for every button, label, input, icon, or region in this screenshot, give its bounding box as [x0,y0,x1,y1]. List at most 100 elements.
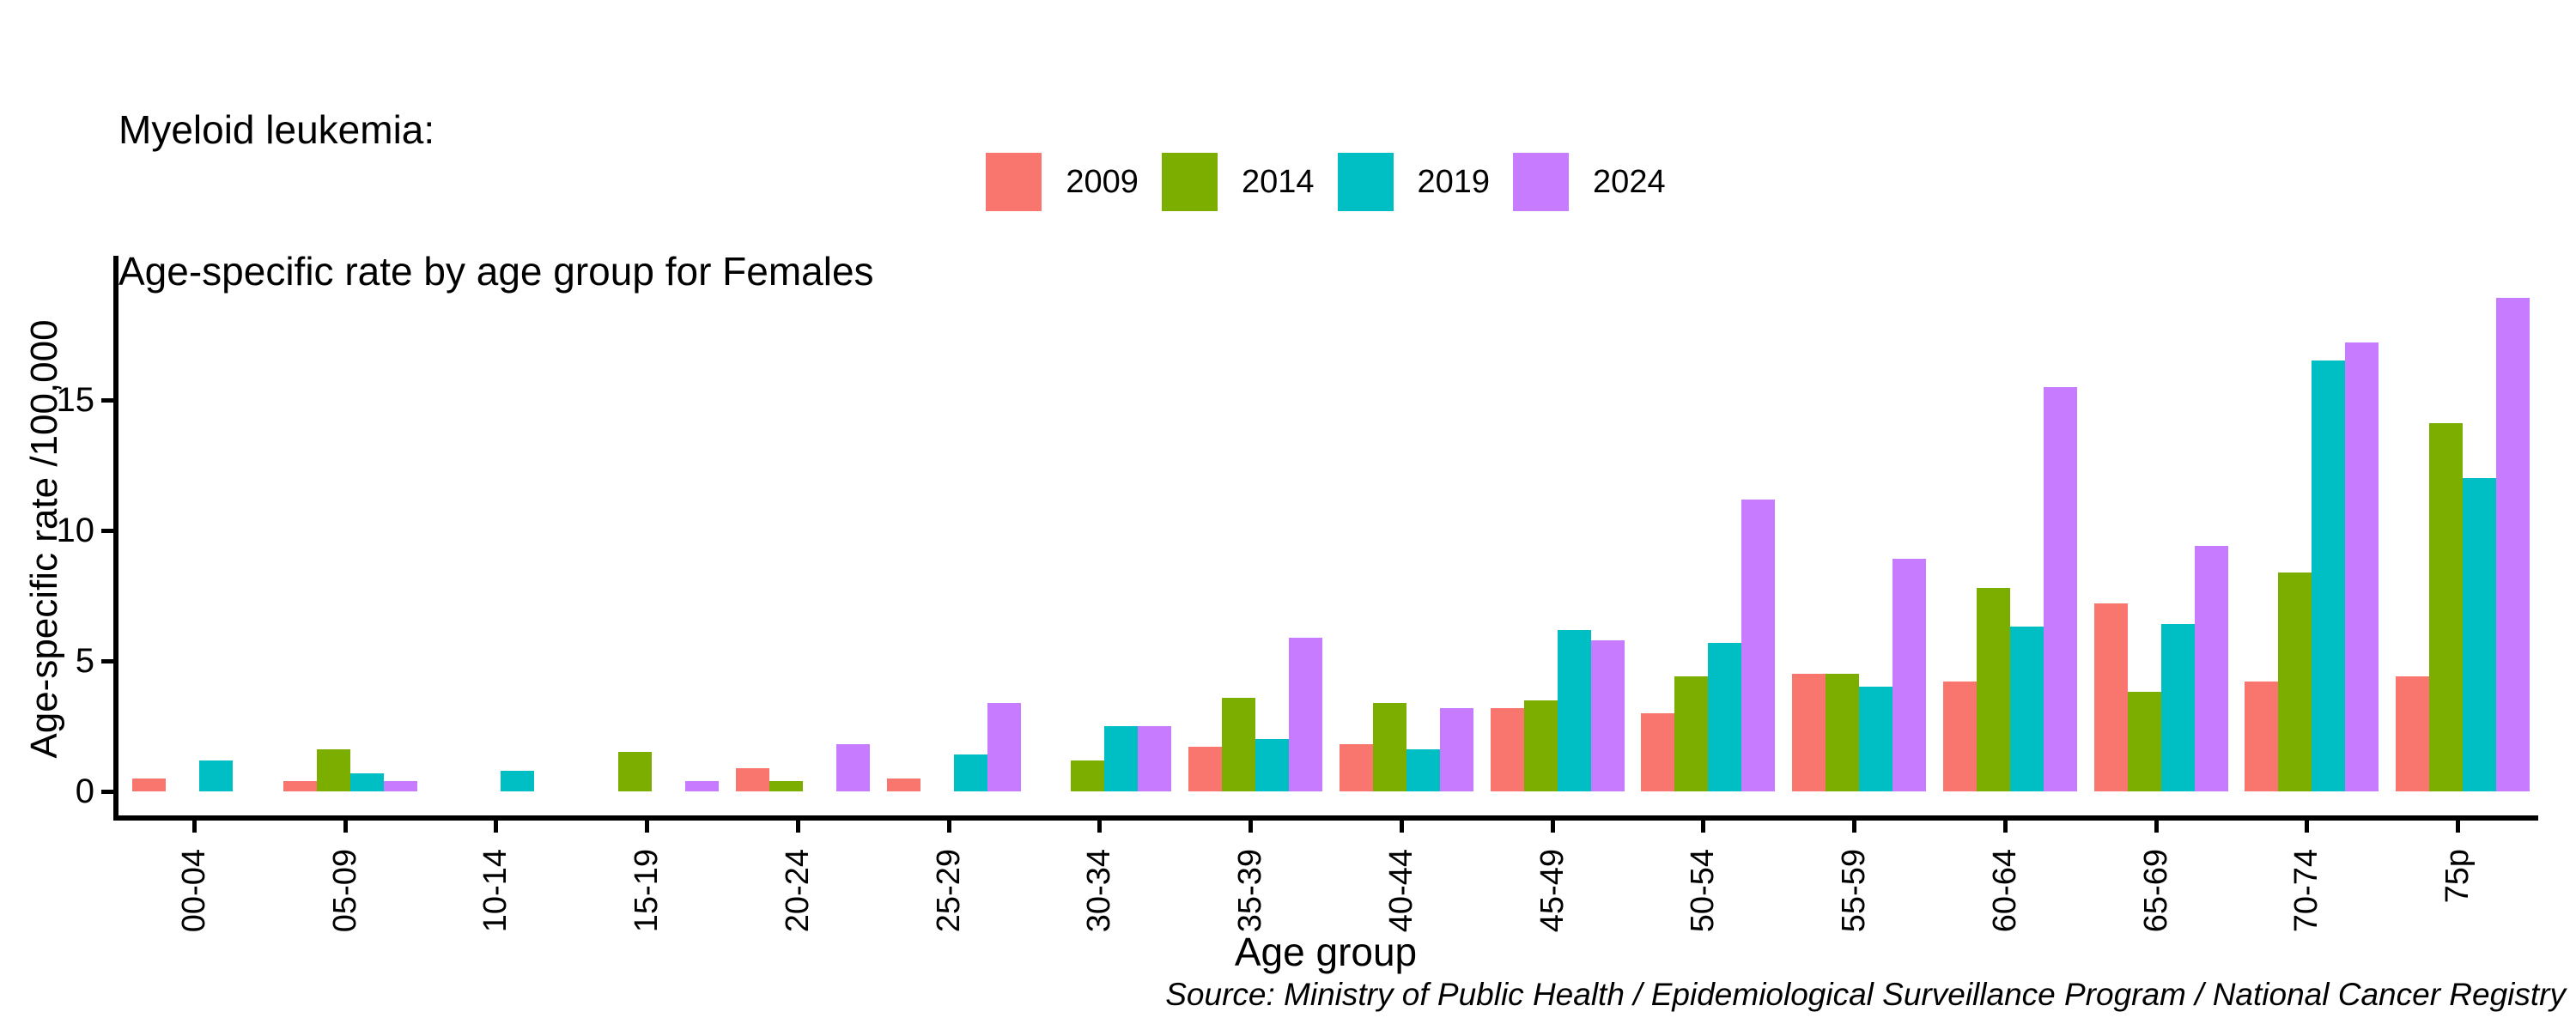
bar-40-44-2009 [1339,744,1373,791]
y-tick-label-0: 0 [75,772,94,810]
x-tick-mark-60-64 [2002,821,2008,833]
bar-50-54-2014 [1674,676,1709,791]
bar-55-59-2009 [1792,674,1826,791]
chart-title-line1: Myeloid leukemia: [118,107,435,152]
bar-15-19-2024 [685,780,720,791]
legend-swatch-2009 [986,153,1042,211]
plot-area [113,256,2538,821]
legend-item-2019: 2019 [1337,153,1491,211]
bar-55-59-2019 [1859,687,1893,791]
bar-20-24-2014 [769,780,803,791]
y-tick-label-5: 5 [75,642,94,680]
bar-05-09-2019 [349,772,384,791]
y-tick-mark-15 [101,398,113,403]
bar-20-24-2009 [735,767,769,791]
bar-60-64-2024 [2043,386,2077,791]
legend-label-2019: 2019 [1417,163,1491,200]
legend-swatch-2014 [1161,153,1218,211]
x-tick-label-50-54: 50-54 [1685,849,1722,933]
x-tick-label-60-64: 60-64 [1986,849,2023,933]
x-tick-mark-10-14 [494,821,499,833]
bar-25-29-2009 [886,778,920,791]
bar-group-00-04 [124,256,275,815]
bar-45-49-2014 [1523,700,1558,791]
bar-75p-2009 [2396,676,2430,791]
bar-30-34-2014 [1071,760,1105,791]
x-tick-mark-70-74 [2305,821,2310,833]
y-tick-mark-0 [101,790,113,794]
y-tick-label-10: 10 [56,512,95,549]
x-tick-mark-40-44 [1399,821,1404,833]
x-axis-title: Age group [1234,930,1418,974]
bar-group-10-14 [426,256,577,815]
bar-75p-2024 [2496,298,2530,791]
bar-30-34-2019 [1104,726,1139,791]
legend-item-2009: 2009 [986,153,1139,211]
x-tick-label-00-04: 00-04 [175,849,212,933]
bar-60-64-2009 [1942,682,1977,791]
bar-45-49-2024 [1590,639,1625,791]
bar-75p-2014 [2429,423,2464,791]
legend-item-2014: 2014 [1161,153,1315,211]
bar-65-69-2019 [2160,624,2195,791]
legend-label-2014: 2014 [1241,163,1315,200]
x-tick-label-20-24: 20-24 [779,849,816,933]
bar-group-75p [2387,256,2538,815]
bar-group-60-64 [1935,256,2086,815]
bar-group-30-34 [1030,256,1181,815]
bar-65-69-2024 [2194,546,2228,791]
bar-65-69-2009 [2093,603,2128,791]
legend-swatch-2024 [1513,153,1570,211]
bar-35-39-2024 [1289,637,1323,791]
x-tick-mark-25-29 [946,821,951,833]
x-tick-label-05-09: 05-09 [326,849,363,933]
x-tick-label-30-34: 30-34 [1081,849,1118,933]
x-tick-mark-15-19 [645,821,650,833]
bar-25-29-2019 [953,754,987,791]
x-tick-label-55-59: 55-59 [1836,849,1873,933]
bar-45-49-2009 [1490,707,1524,791]
legend-item-2024: 2024 [1513,153,1666,211]
bar-10-14-2019 [501,770,535,791]
bar-20-24-2024 [835,744,870,791]
bar-35-39-2014 [1222,697,1256,791]
x-tick-label-75p: 75p [2439,849,2476,904]
bar-group-15-19 [576,256,727,815]
y-tick-mark-10 [101,529,113,533]
x-tick-mark-75p [2456,821,2461,833]
bar-65-69-2014 [2127,692,2161,791]
bar-group-45-49 [1482,256,1633,815]
bar-group-50-54 [1633,256,1784,815]
x-tick-mark-05-09 [343,821,348,833]
y-tick-mark-5 [101,659,113,663]
bar-05-09-2014 [316,749,350,791]
x-tick-mark-20-24 [795,821,800,833]
x-tick-mark-00-04 [191,821,197,833]
x-tick-mark-45-49 [1550,821,1555,833]
bar-45-49-2019 [1557,629,1591,791]
bar-group-65-69 [2086,256,2237,815]
bar-40-44-2019 [1406,749,1440,791]
bar-group-25-29 [878,256,1030,815]
x-tick-label-15-19: 15-19 [629,849,665,933]
bar-30-34-2024 [1138,726,1172,791]
bar-40-44-2014 [1372,702,1406,791]
bar-00-04-2019 [198,760,233,791]
legend-label-2009: 2009 [1066,163,1139,200]
legend-swatch-2019 [1337,153,1394,211]
bar-group-35-39 [1180,256,1331,815]
x-tick-mark-65-69 [2154,821,2159,833]
bar-70-74-2009 [2245,682,2279,791]
bar-group-40-44 [1331,256,1482,815]
x-tick-mark-35-39 [1249,821,1254,833]
x-tick-mark-30-34 [1097,821,1103,833]
bar-25-29-2024 [987,702,1021,791]
bar-35-39-2009 [1188,747,1223,791]
source-note: Source: Ministry of Public Health / Epid… [1165,977,2566,1012]
x-tick-label-35-39: 35-39 [1232,849,1269,933]
x-tick-label-65-69: 65-69 [2137,849,2174,933]
x-tick-label-70-74: 70-74 [2288,849,2325,933]
bar-50-54-2019 [1708,642,1742,791]
bar-70-74-2014 [2278,572,2312,791]
